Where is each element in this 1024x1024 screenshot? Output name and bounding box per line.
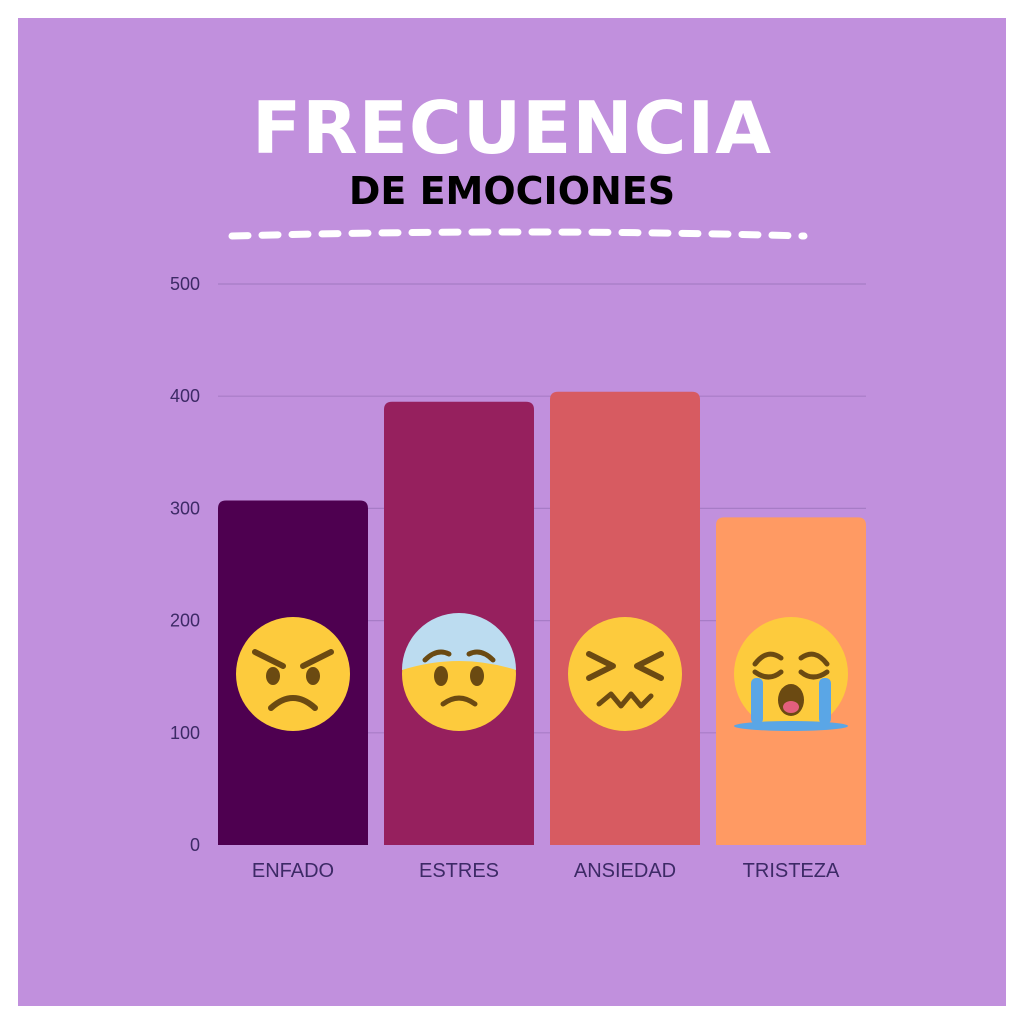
x-tick-label: TRISTEZA [743,860,840,882]
y-tick-label: 500 [170,274,200,294]
y-tick-label: 0 [190,835,200,855]
y-axis: 0 100 200 300 400 500 [170,274,200,855]
bars [218,391,866,845]
x-tick-label: ENFADO [252,860,334,882]
x-tick-label: ESTRES [419,860,499,882]
angry-face-icon [236,617,350,731]
y-tick-label: 100 [170,723,200,743]
y-tick-label: 400 [170,386,200,406]
emoji-icons [236,613,848,731]
y-tick-label: 200 [170,611,200,631]
chart-title: FRECUENCIA [252,86,772,170]
anxious-face-icon [402,613,516,731]
y-tick-label: 300 [170,498,200,518]
crying-face-icon [734,617,848,731]
dashed-divider [228,228,808,240]
confounded-face-icon [568,617,682,731]
chart-subtitle: DE EMOCIONES [348,169,676,213]
x-tick-label: ANSIEDAD [574,860,676,882]
x-axis: ENFADO ESTRES ANSIEDAD TRISTEZA [252,860,840,882]
